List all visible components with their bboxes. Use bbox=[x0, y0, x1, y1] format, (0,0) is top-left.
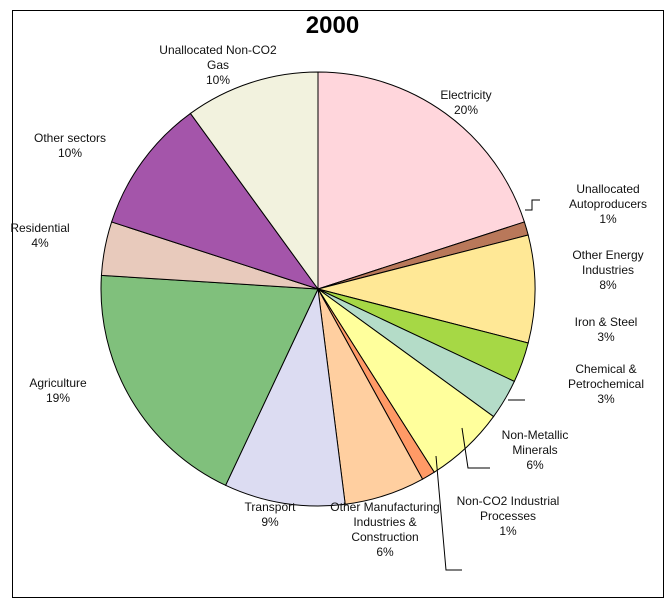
pie-slice bbox=[317, 234, 536, 344]
slice-label: Non-CO2 Industrial Processes 1% bbox=[453, 494, 563, 539]
slice-label: Non-Metallic Minerals 6% bbox=[480, 428, 590, 473]
slice-label: Residential 4% bbox=[0, 221, 80, 251]
value-label: 10% bbox=[57, 146, 83, 160]
category-label: Agriculture bbox=[29, 376, 87, 390]
value-label: 6% bbox=[376, 545, 394, 559]
pie-slice bbox=[100, 274, 319, 487]
category-label: Iron & Steel bbox=[574, 315, 638, 329]
value-label: 1% bbox=[499, 524, 517, 538]
slice-label: Transport 9% bbox=[225, 500, 315, 530]
slice-label: Unallocated Autoproducers 1% bbox=[553, 182, 663, 227]
category-label: Transport bbox=[244, 500, 296, 514]
value-label: 9% bbox=[261, 515, 279, 529]
leader-lines bbox=[435, 199, 540, 571]
value-label: 3% bbox=[597, 330, 615, 344]
value-label: 19% bbox=[45, 391, 71, 405]
value-label: 8% bbox=[599, 278, 617, 292]
category-label: Other Energy Industries bbox=[572, 248, 644, 277]
pie-slice bbox=[189, 71, 319, 291]
slice-label: Other Energy Industries 8% bbox=[553, 248, 663, 293]
frame bbox=[12, 10, 664, 598]
pie-slice bbox=[110, 112, 320, 290]
category-label: Other sectors bbox=[33, 131, 107, 145]
value-label: 20% bbox=[453, 103, 479, 117]
leader-line bbox=[525, 199, 540, 211]
chart-title: 2000 bbox=[305, 12, 360, 39]
slice-label: Chemical & Petrochemical 3% bbox=[551, 362, 661, 407]
slice-label: Unallocated Non-CO2 Gas 10% bbox=[153, 43, 283, 88]
category-label: Electricity bbox=[440, 88, 492, 102]
category-label: Non-CO2 Industrial Processes bbox=[456, 494, 560, 523]
slice-label: Other sectors 10% bbox=[20, 131, 120, 161]
slice-label: Iron & Steel 3% bbox=[556, 315, 656, 345]
category-label: Unallocated Autoproducers bbox=[568, 182, 648, 211]
category-label: Non-Metallic Minerals bbox=[501, 428, 569, 457]
pie-slice bbox=[224, 287, 346, 507]
value-label: 4% bbox=[31, 236, 49, 250]
leader-line bbox=[435, 455, 462, 571]
value-label: 1% bbox=[599, 212, 617, 226]
slice-label: Agriculture 19% bbox=[8, 376, 108, 406]
pie bbox=[100, 71, 536, 507]
value-label: 6% bbox=[526, 458, 544, 472]
slice-label: Other Manufacturing Industries & Constru… bbox=[330, 500, 440, 560]
category-label: Unallocated Non-CO2 Gas bbox=[159, 43, 277, 72]
category-label: Other Manufacturing Industries & Constru… bbox=[330, 500, 440, 544]
category-label: Chemical & Petrochemical bbox=[567, 362, 645, 391]
slice-label: Electricity 20% bbox=[406, 88, 526, 118]
category-label: Residential bbox=[10, 221, 70, 235]
value-label: 3% bbox=[597, 392, 615, 406]
pie-slice bbox=[317, 71, 526, 290]
leader-line bbox=[461, 427, 490, 469]
value-label: 10% bbox=[205, 73, 231, 87]
